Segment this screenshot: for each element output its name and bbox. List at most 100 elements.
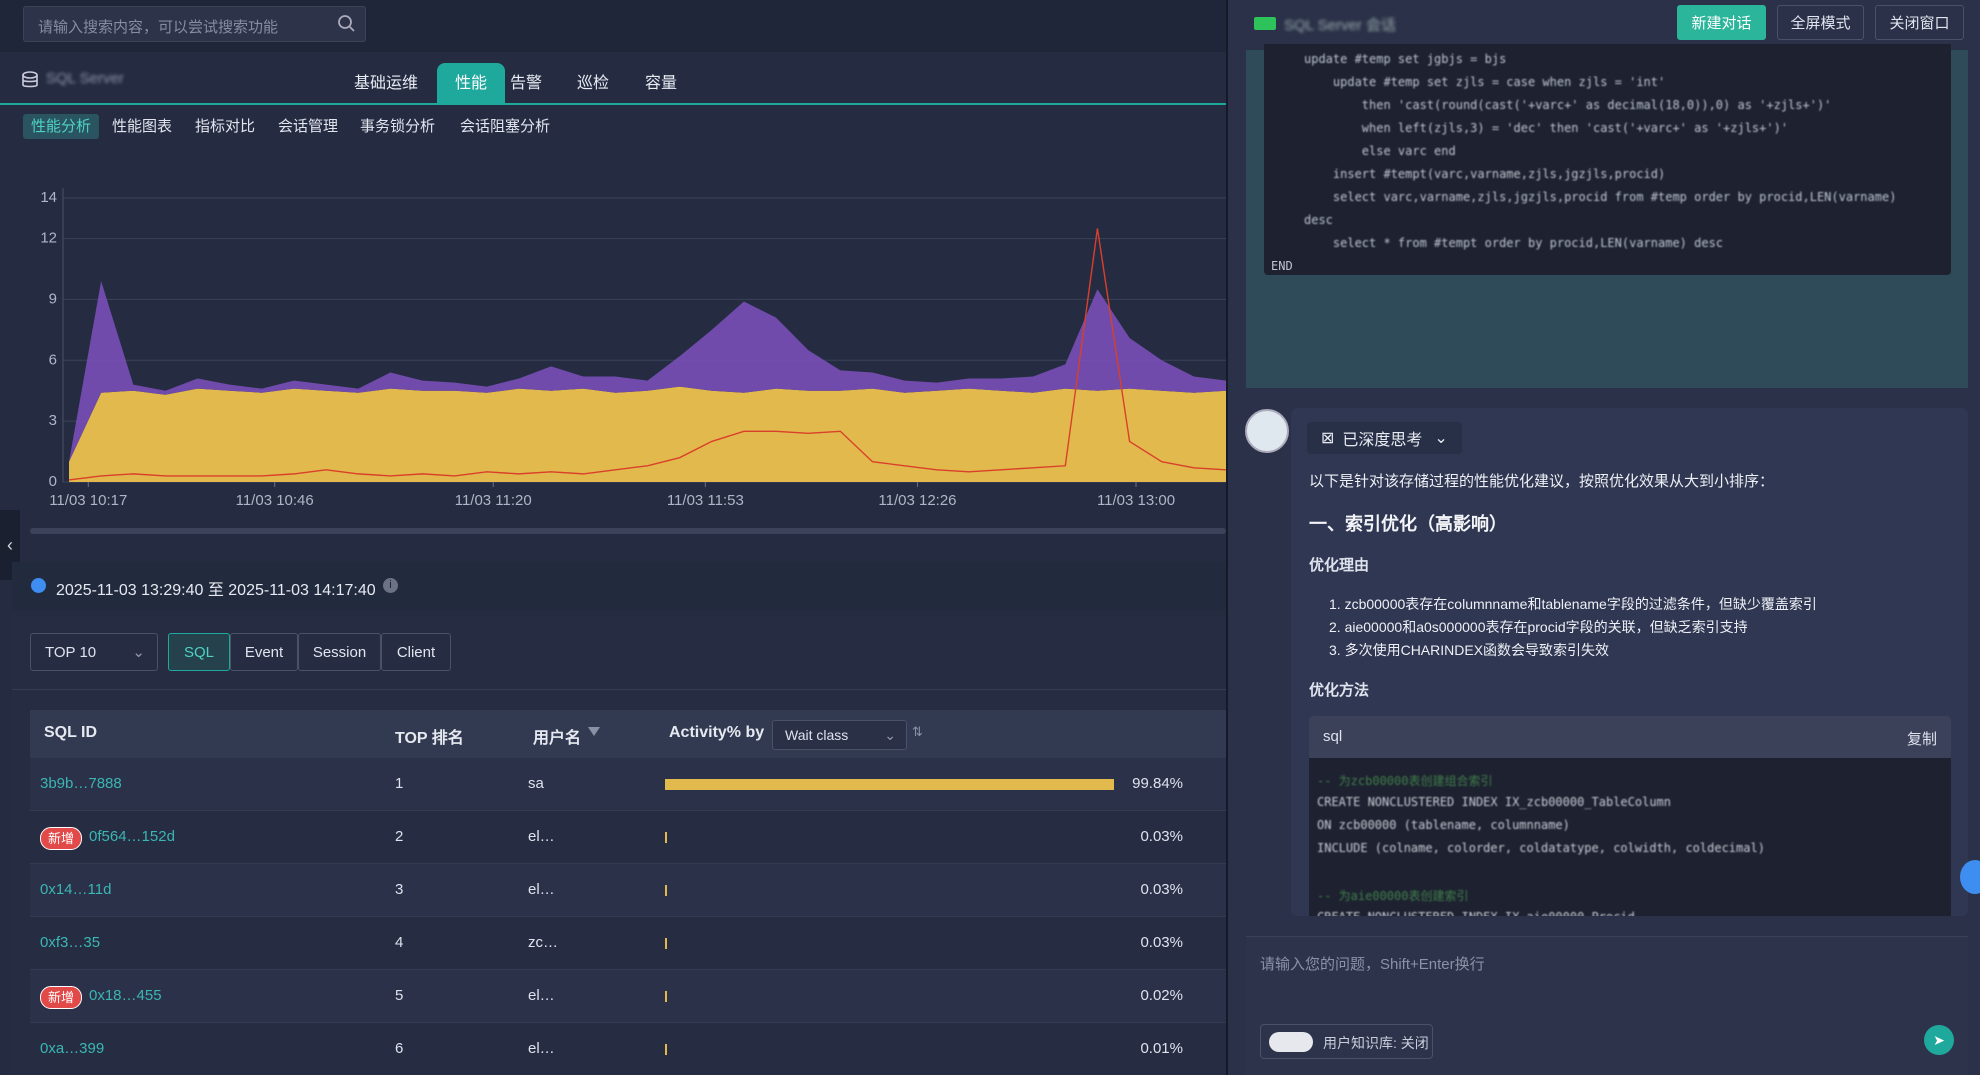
sql-line: -- 为zcb00000表创建组合索引 <box>1317 774 1493 788</box>
time-range: 2025-11-03 13:29:40 至 2025-11-03 14:17:4… <box>56 582 376 599</box>
tab-active[interactable]: 性能 <box>437 63 506 104</box>
x-tick-label: 11/03 10:17 <box>49 492 127 509</box>
tab[interactable]: 告警 <box>510 75 543 92</box>
subtab[interactable]: 会话阻塞分析 <box>460 118 551 135</box>
view-button[interactable]: Event <box>230 633 298 671</box>
activity-chart: 0 3 6 9 12 14 11/03 10:17 11/03 10:46 11/03 11:2… <box>40 188 1226 509</box>
thinking-chip[interactable]: ⊠ 已深度思考 ⌄ <box>1307 422 1462 454</box>
chevron: ⌄ <box>884 726 896 743</box>
tab[interactable]: 容量 <box>645 75 678 92</box>
header-button[interactable]: 全屏模式 <box>1777 5 1864 40</box>
y-tick-label: 6 <box>49 351 57 368</box>
reason-text: 多次使用CHARINDEX函数会导致索引失效 <box>1344 642 1610 658</box>
code-line: else varc end <box>1304 144 1456 158</box>
kb-toggle[interactable]: 用户知识库: 关闭 <box>1260 1024 1433 1059</box>
sql-id[interactable]: 0x14…11d <box>40 881 112 898</box>
x-tick-label: 11/03 10:46 <box>236 492 314 509</box>
new-badge: 新增 <box>40 986 83 1009</box>
user: sa <box>528 775 544 792</box>
code-line: select varc,varname,zjls,jgzjls,procid f… <box>1304 190 1897 204</box>
sql-id[interactable]: 0xf3…35 <box>40 934 101 951</box>
sql-box: sql 复制 -- 为zcb00000表创建组合索引 CREATE NONCLUS… <box>1309 716 1951 916</box>
code-line: desc <box>1304 213 1333 227</box>
activity-bar <box>665 779 1115 790</box>
table-row[interactable] <box>30 1023 1226 1075</box>
search-placeholder: 请输入搜索内容，可以尝试搜索功能 <box>38 19 279 36</box>
subtab[interactable]: 指标对比 <box>195 118 256 135</box>
reason-text: zcb00000表存在columnname和tablename字段的过滤条件，但… <box>1344 596 1817 612</box>
search-icon[interactable] <box>337 14 357 34</box>
table-row[interactable] <box>30 811 1226 864</box>
switch[interactable] <box>1269 1032 1313 1052</box>
wait-class: Wait class <box>785 727 849 743</box>
code-line: select * from #tempt order by procid,LEN… <box>1304 236 1724 250</box>
activity-label: 0.03% <box>1140 828 1183 845</box>
rank: 1 <box>395 775 404 792</box>
user: el… <box>528 828 555 845</box>
subtab[interactable]: 会话管理 <box>278 118 339 135</box>
code-line: END <box>1271 259 1293 273</box>
table-row[interactable] <box>30 864 1226 917</box>
tab[interactable]: 巡检 <box>577 75 610 92</box>
subtab-active[interactable]: 性能分析 <box>23 114 100 139</box>
view-button-active[interactable]: SQL <box>168 633 230 671</box>
activity-label: 0.03% <box>1140 881 1183 898</box>
x-tick-label: 11/03 12:26 <box>878 492 956 509</box>
divider <box>12 689 1226 690</box>
new-chat-button[interactable]: 新建对话 <box>1677 5 1766 40</box>
thinking-icon: ⊠ <box>1321 430 1335 447</box>
reason-number: 1. <box>1329 596 1345 612</box>
sql-line: -- 为aie00000表创建索引 <box>1317 889 1469 903</box>
time-dot <box>31 578 46 593</box>
y-tick-label: 0 <box>49 473 57 490</box>
chevron: ⌄ <box>1434 430 1448 447</box>
user: el… <box>528 987 555 1004</box>
tab[interactable]: 基础运维 <box>354 75 419 92</box>
sql-line: CREATE NONCLUSTERED INDEX IX_zcb00000_Ta… <box>1317 795 1672 809</box>
sql-id[interactable]: 3b9b…7888 <box>40 775 122 792</box>
method-title: 优化方法 <box>1309 682 1370 699</box>
user: el… <box>528 881 555 898</box>
side-handle[interactable] <box>1960 860 1980 894</box>
sql-id[interactable]: 0xa…399 <box>40 1040 105 1057</box>
rank: 3 <box>395 881 404 898</box>
kb-toggle-label: 用户知识库: 关闭 <box>1323 1035 1429 1051</box>
x-tick-label: 11/03 11:20 <box>455 492 532 509</box>
search-box[interactable]: 请输入搜索内容，可以尝试搜索功能 <box>23 6 366 42</box>
chat-bubble: ⊠ 已深度思考 ⌄ 以下是针对该存储过程的性能优化建议，按照优化效果从大到小排序： … <box>1291 408 1968 916</box>
filter-icon[interactable] <box>588 727 600 736</box>
input-placeholder: 请输入您的问题，Shift+Enter换行 <box>1260 956 1485 973</box>
code-lang: sql <box>1323 728 1343 745</box>
subtab[interactable]: 事务锁分析 <box>360 118 436 135</box>
send-button[interactable]: ➤ <box>1924 1025 1954 1055</box>
view-button[interactable]: Client <box>381 633 451 671</box>
rank: 4 <box>395 934 404 951</box>
chevron: ⌄ <box>132 644 145 661</box>
info-icon[interactable]: i <box>383 578 398 593</box>
chat-input[interactable]: 请输入您的问题，Shift+Enter换行 用户知识库: 关闭 ➤ <box>1246 936 1968 1075</box>
wait-class-select[interactable]: Wait class ⌄ <box>772 720 907 750</box>
table-row[interactable] <box>30 917 1226 970</box>
rank: 5 <box>395 987 404 1004</box>
view-button[interactable]: Session <box>298 633 381 671</box>
y-tick-label: 9 <box>49 290 57 307</box>
activity-bar <box>665 832 667 843</box>
column-header: 用户名 <box>533 730 582 747</box>
sort-icon[interactable]: ⇅ <box>912 724 923 739</box>
copy-button[interactable]: 复制 <box>1906 731 1937 748</box>
sql-id[interactable]: 0f564…152d <box>89 828 175 845</box>
table-row[interactable] <box>30 970 1226 1023</box>
header-button[interactable]: 关闭窗口 <box>1875 5 1964 40</box>
activity-label: 0.02% <box>1140 987 1183 1004</box>
scrollbar[interactable] <box>30 528 1226 534</box>
sql-id[interactable]: 0x18…455 <box>89 987 162 1004</box>
subtab[interactable]: 性能图表 <box>112 118 173 135</box>
instance-name[interactable]: SQL Server <box>46 70 124 87</box>
session-name[interactable]: SQL Server 会话 <box>1284 17 1396 34</box>
session-badge <box>1254 17 1276 30</box>
x-tick-label: 11/03 11:53 <box>667 492 744 509</box>
top-select[interactable]: TOP 10 ⌄ <box>30 633 158 671</box>
activity-bar <box>665 885 667 896</box>
reason-item: 2. aie00000和a0s000000表存在procid字段的关联，但缺乏索… <box>1329 617 1748 637</box>
